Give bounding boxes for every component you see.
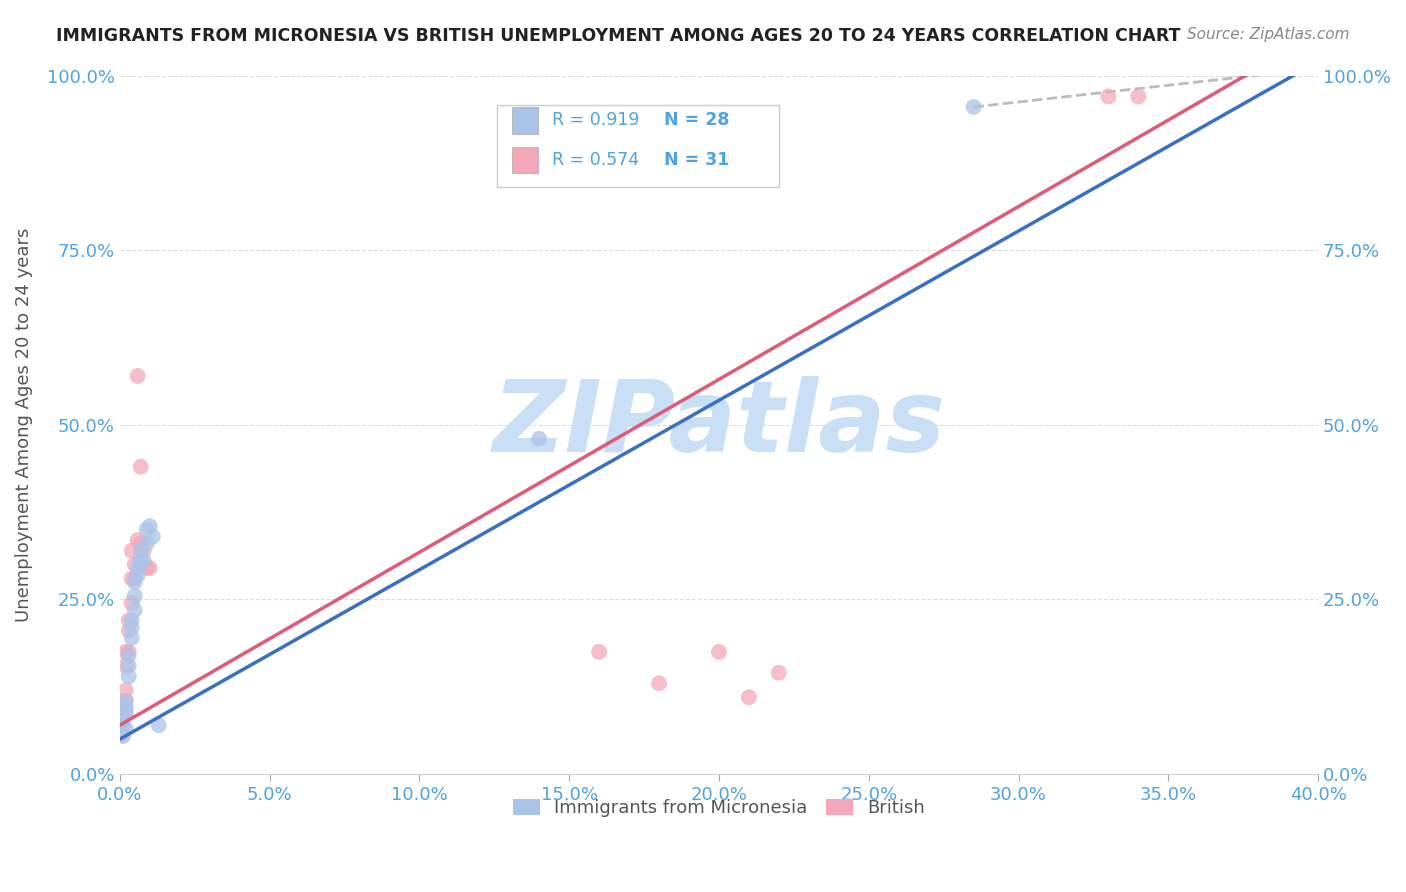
Point	[121, 543, 143, 558]
Point	[132, 554, 155, 568]
Text: IMMIGRANTS FROM MICRONESIA VS BRITISH UNEMPLOYMENT AMONG AGES 20 TO 24 YEARS COR: IMMIGRANTS FROM MICRONESIA VS BRITISH UN…	[56, 27, 1181, 45]
Point	[121, 572, 143, 586]
Point	[114, 722, 136, 736]
Point	[1128, 89, 1150, 103]
Point	[127, 533, 149, 547]
Point	[648, 676, 671, 690]
Point	[768, 665, 790, 680]
Point	[111, 707, 134, 722]
Point	[111, 698, 134, 712]
Point	[1097, 89, 1119, 103]
Text: R = 0.919: R = 0.919	[553, 112, 640, 129]
Text: Source: ZipAtlas.com: Source: ZipAtlas.com	[1187, 27, 1350, 42]
Point	[124, 558, 146, 572]
Point	[118, 669, 141, 683]
Point	[114, 704, 136, 718]
Point	[135, 561, 157, 575]
Point	[111, 729, 134, 743]
Point	[121, 596, 143, 610]
Bar	[512, 107, 538, 134]
Point	[148, 718, 170, 732]
Point	[114, 694, 136, 708]
Point	[114, 694, 136, 708]
Point	[118, 614, 141, 628]
FancyBboxPatch shape	[498, 105, 779, 187]
Point	[114, 707, 136, 722]
Point	[124, 589, 146, 603]
Text: ZIPatlas: ZIPatlas	[492, 376, 945, 474]
Point	[124, 603, 146, 617]
Point	[111, 718, 134, 732]
Y-axis label: Unemployment Among Ages 20 to 24 years: Unemployment Among Ages 20 to 24 years	[15, 227, 32, 622]
Point	[129, 543, 152, 558]
Point	[124, 572, 146, 586]
Point	[132, 543, 155, 558]
Point	[129, 459, 152, 474]
Point	[127, 568, 149, 582]
Text: N = 28: N = 28	[664, 112, 730, 129]
Point	[121, 631, 143, 645]
Point	[114, 683, 136, 698]
Point	[707, 645, 730, 659]
Point	[121, 614, 143, 628]
Point	[138, 519, 160, 533]
Point	[527, 432, 550, 446]
Point	[135, 523, 157, 537]
Legend: Immigrants from Micronesia, British: Immigrants from Micronesia, British	[506, 792, 932, 824]
Text: R = 0.574: R = 0.574	[553, 151, 640, 169]
Bar	[512, 147, 538, 173]
Point	[129, 554, 152, 568]
Point	[962, 100, 984, 114]
Point	[135, 536, 157, 550]
Point	[111, 711, 134, 725]
Point	[129, 536, 152, 550]
Point	[142, 530, 165, 544]
Point	[124, 574, 146, 589]
Point	[127, 368, 149, 383]
Point	[738, 690, 761, 705]
Point	[118, 658, 141, 673]
Point	[114, 700, 136, 714]
Point	[588, 645, 610, 659]
Point	[127, 561, 149, 575]
Point	[111, 718, 134, 732]
Point	[121, 620, 143, 634]
Point	[118, 624, 141, 638]
Point	[111, 729, 134, 743]
Point	[114, 658, 136, 673]
Point	[118, 648, 141, 663]
Point	[138, 561, 160, 575]
Text: N = 31: N = 31	[664, 151, 730, 169]
Point	[114, 645, 136, 659]
Point	[118, 645, 141, 659]
